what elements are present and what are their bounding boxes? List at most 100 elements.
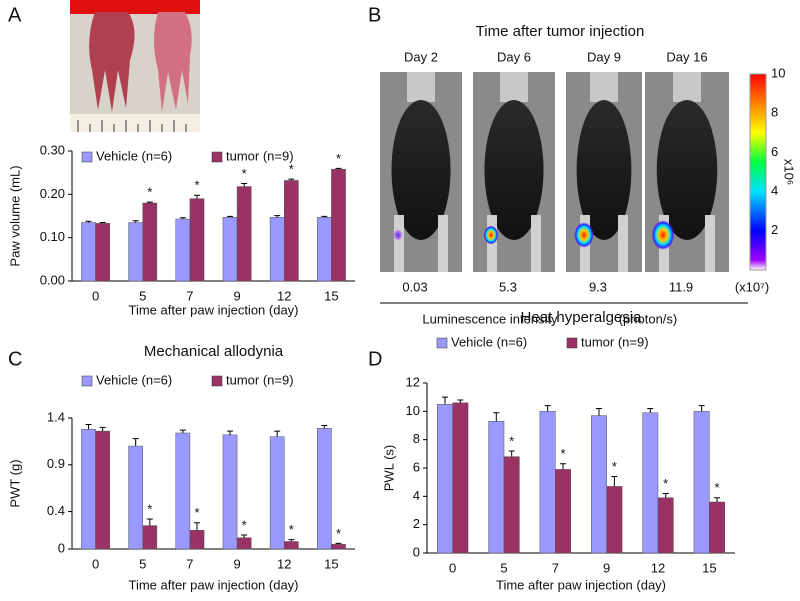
y-tick-label: 0.4 [47,503,65,518]
significance-marker: * [289,162,294,177]
imaging-axis-label: Luminescence intensity [422,311,558,326]
bar [128,445,144,550]
bar [236,537,252,550]
bar [452,402,469,554]
leg [531,215,541,272]
x-tick-label: 7 [186,288,193,303]
error-bar [441,396,448,405]
error-bar [179,217,186,220]
day-label: Day 2 [404,49,438,64]
colorbar-tick-label: 6 [771,144,778,159]
day-label: Day 9 [587,49,621,64]
legend-label: tumor (n=9) [226,148,294,163]
significance-marker: * [242,166,247,181]
y-axis-label: PWL (s) [381,445,396,491]
x-tick-label: 9 [233,556,240,571]
x-tick-label: 12 [651,560,665,575]
y-tick-label: 4 [413,488,420,503]
imaging-unit: (photon/s) [619,311,678,326]
bar [269,436,285,550]
bar [189,198,205,282]
bar [142,202,158,282]
error-bar [85,220,92,223]
y-tick-label: 0.10 [40,229,65,244]
bar [128,222,144,282]
error-bar [146,518,153,526]
error-bar [179,429,186,433]
bar [222,217,238,282]
bar [175,218,191,282]
y-tick-label: 8 [413,431,420,446]
legend-label: tumor (n=9) [226,372,294,387]
error-bar [288,539,295,542]
tube [407,72,435,102]
y-tick-label: 2 [413,516,420,531]
luminescence-signal [483,225,499,245]
bar [642,412,659,554]
error-bar [321,424,328,429]
x-axis-label: Time after paw injection (day) [128,302,298,317]
x-tick-label: 0 [92,288,99,303]
mouse-body [391,100,451,240]
panel-label: B [368,4,381,26]
legend-swatch [566,337,578,349]
day-label: Day 16 [666,49,707,64]
significance-marker: * [509,433,514,448]
x-axis-label: Time after paw injection (day) [496,577,666,592]
y-tick-label: 10 [406,403,420,418]
bar [284,180,299,282]
y-tick-label: 1.4 [47,409,65,424]
significance-marker: * [242,517,247,532]
legend-swatch [211,375,223,387]
legend-swatch [81,151,93,163]
bar [591,415,607,554]
error-bar [647,408,654,413]
error-bar [321,215,328,218]
error-bar [457,399,464,403]
significance-marker: * [715,480,720,495]
legend-label: Vehicle (n=6) [451,334,527,349]
bar [189,530,205,550]
bar [284,541,299,550]
y-tick-label: 0.9 [47,456,65,471]
bar [331,168,346,282]
leg [394,215,404,272]
significance-marker: * [194,505,199,520]
bar [81,428,96,550]
error-bar [99,222,106,224]
bar [488,421,505,554]
colorbar-tick-label: 4 [771,183,778,198]
significance-marker: * [289,522,294,537]
legend-label: Vehicle (n=6) [96,372,172,387]
significance-marker: * [194,178,199,193]
error-bar [698,405,705,412]
error-bar [493,412,500,422]
y-tick-label: 0 [58,540,65,555]
x-tick-label: 9 [603,560,610,575]
panel-label: C [8,348,22,370]
significance-marker: * [147,501,152,516]
tube [673,72,701,102]
bar [555,469,571,554]
error-bar [227,215,234,218]
x-tick-label: 9 [233,288,240,303]
error-bar [193,522,200,531]
error-bar [662,493,669,498]
bar [539,411,556,554]
legend-label: Vehicle (n=6) [96,148,172,163]
mouse-body [484,100,544,240]
error-bar [274,215,281,218]
x-tick-label: 5 [500,560,507,575]
error-bar [611,476,618,487]
bar [709,501,725,554]
bar [222,434,238,550]
colorbar-tick-label: 2 [771,222,778,237]
error-bar [193,194,200,199]
error-bar [595,408,602,416]
x-tick-label: 12 [277,288,291,303]
significance-marker: * [612,459,617,474]
bar [657,497,674,554]
leg [618,215,628,272]
imaging-title: Time after tumor injection [476,23,645,40]
significance-marker: * [561,446,566,461]
